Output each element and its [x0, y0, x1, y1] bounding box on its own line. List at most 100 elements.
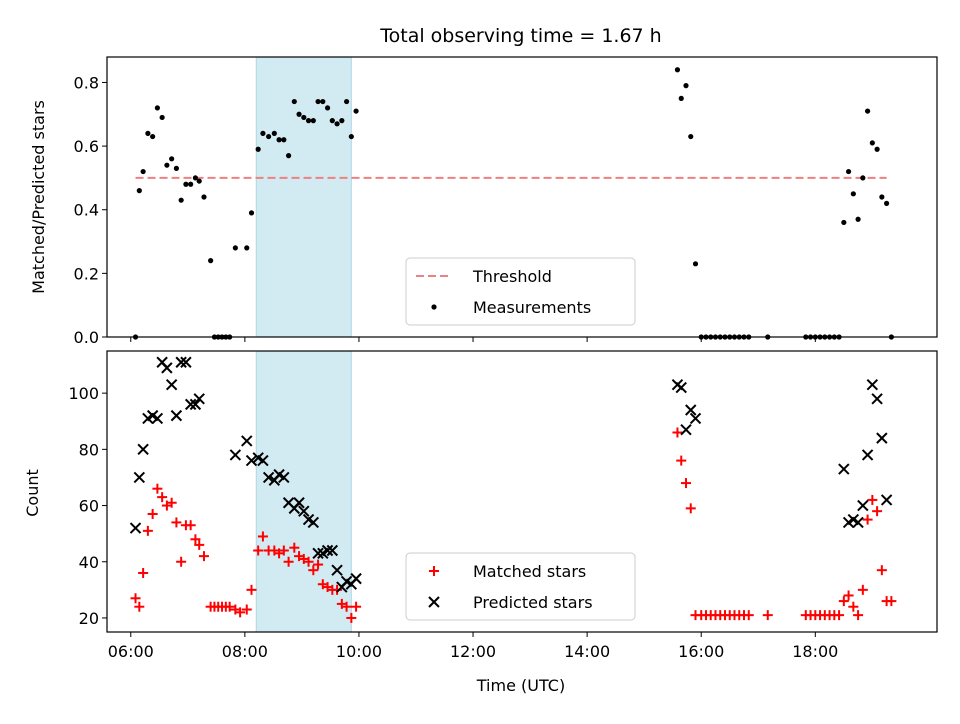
matched-star-point — [681, 478, 692, 489]
matched-star-point — [166, 497, 177, 508]
measurement-point — [159, 114, 165, 121]
predicted-star-point — [685, 404, 697, 416]
x-tick-label: 14:00 — [564, 642, 610, 661]
predicted-star-point — [331, 564, 343, 576]
predicted-star-point — [262, 471, 275, 484]
x-tick-label: 10:00 — [336, 642, 382, 661]
measurement-point — [136, 188, 142, 194]
measurement-point — [281, 137, 287, 143]
measurement-point — [869, 140, 875, 146]
measurement-point — [678, 95, 684, 101]
bottom-legend-swatch — [428, 596, 440, 608]
bottom-legend: Matched stars Predicted stars — [405, 552, 636, 621]
x-tick-label: 18:00 — [792, 642, 838, 661]
measurement-point — [169, 156, 175, 162]
predicted-star-point — [321, 544, 334, 557]
predicted-star-point — [307, 516, 320, 529]
bottom-y-axis-label: Count — [23, 469, 42, 517]
matched-star-point — [278, 545, 289, 556]
measurement-point — [260, 130, 266, 136]
predicted-star-point — [175, 356, 187, 368]
measurement-point — [291, 98, 297, 105]
measurement-point — [244, 245, 250, 251]
top-axes-frame — [106, 56, 938, 338]
matched-star-point — [134, 601, 145, 612]
x-tick-label: 08:00 — [222, 642, 268, 661]
predicted-star-point — [689, 412, 702, 425]
measurement-point — [164, 162, 170, 168]
measurement-point — [320, 98, 326, 105]
x-tick-label: 12:00 — [450, 642, 496, 661]
predicted-star-point — [133, 471, 146, 484]
matched-star-point — [762, 610, 773, 621]
matched-star-point — [194, 539, 205, 550]
top-legend-box — [405, 257, 636, 326]
matched-star-point — [130, 593, 141, 604]
measurement-point — [301, 114, 307, 121]
top-legend-label: Measurements — [473, 298, 591, 317]
top-y-tick-label: 0.0 — [74, 328, 99, 347]
top-legend-swatch — [431, 304, 437, 310]
bottom-panel: 20 40 60 80 100 06:00 08:00 10:00 12:00 14:00 16:0… — [68, 350, 938, 661]
measurement-point — [339, 118, 345, 124]
matched-star-point — [313, 559, 324, 570]
bottom-y-tick-label: 40 — [79, 553, 99, 572]
matched-star-point — [857, 584, 868, 595]
measurement-point — [874, 146, 880, 152]
measurement-point — [266, 133, 272, 140]
predicted-star-point — [298, 505, 310, 517]
bottom-legend-swatch — [429, 566, 439, 576]
measurement-point — [879, 194, 885, 200]
measurement-point — [173, 165, 180, 171]
bottom-legend-box — [405, 552, 636, 621]
predicted-star-point — [245, 454, 258, 467]
bottom-y-tick-label: 100 — [68, 384, 99, 403]
matched-star-point — [171, 517, 182, 528]
matched-star-point — [283, 556, 294, 567]
measurement-point — [310, 118, 316, 124]
predicted-star-point — [180, 356, 192, 368]
matched-star-point — [685, 503, 696, 514]
measurement-point — [196, 178, 202, 184]
matched-star-point — [257, 531, 268, 542]
predicted-star-point — [293, 497, 305, 509]
measurement-point — [154, 105, 160, 111]
measurement-point — [334, 121, 340, 127]
predicted-star-point — [857, 499, 869, 512]
predicted-star-point — [189, 398, 202, 411]
matched-star-point — [289, 542, 300, 553]
measurement-point — [183, 181, 189, 187]
matched-star-point — [138, 567, 149, 578]
measurement-point — [178, 197, 184, 203]
predicted-star-point — [861, 449, 874, 461]
bottom-axes-frame — [106, 350, 938, 633]
top-y-tick-label: 0.2 — [74, 264, 99, 283]
measurement-point — [674, 67, 681, 73]
measurement-point — [329, 118, 335, 124]
matched-star-point — [198, 551, 209, 562]
x-axis-label: Time (UTC) — [476, 676, 565, 695]
matched-star-point — [341, 601, 352, 612]
measurement-point — [841, 219, 847, 226]
predicted-star-point — [880, 494, 893, 506]
measurement-point — [145, 130, 151, 136]
measurement-point — [192, 175, 199, 181]
measurement-point — [850, 191, 856, 197]
bottom-y-tick-label: 20 — [79, 609, 99, 628]
predicted-star-point — [866, 379, 879, 391]
matched-star-point — [676, 455, 687, 466]
predicted-star-point — [680, 423, 692, 436]
top-y-tick-label: 0.8 — [74, 73, 99, 92]
measurement-point — [271, 130, 277, 136]
matched-star-point — [303, 556, 314, 567]
matched-star-point — [848, 601, 859, 612]
measurement-point — [248, 210, 255, 216]
measurement-point — [232, 245, 238, 251]
predicted-star-point — [193, 393, 205, 405]
x-tick-label: 16:00 — [678, 642, 724, 661]
measurement-point — [276, 137, 282, 143]
measurement-point — [305, 118, 312, 124]
measurement-point — [845, 168, 852, 175]
matched-star-point — [224, 601, 235, 612]
